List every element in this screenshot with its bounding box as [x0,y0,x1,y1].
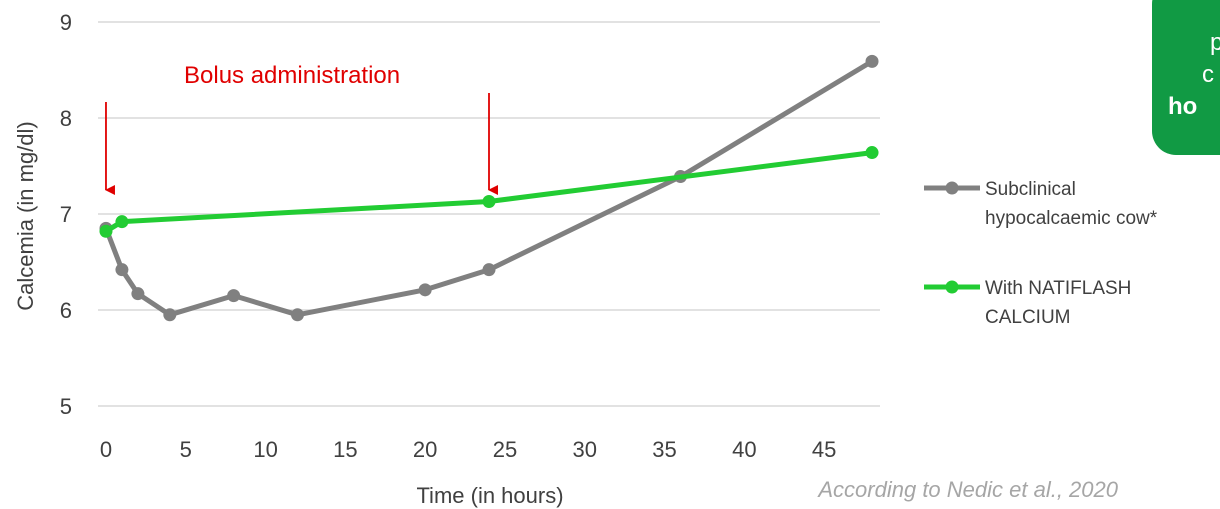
y-tick-label: 9 [60,10,72,35]
x-tick-label: 30 [573,437,597,462]
series-line [103,59,874,318]
x-tick-label: 15 [333,437,357,462]
x-tick-labels: 0 5 10 15 20 25 30 35 40 45 [100,437,837,462]
x-tick-label: 35 [652,437,676,462]
y-tick-label: 8 [60,106,72,131]
side-box-line-2: c [1202,61,1214,88]
data-point [290,308,304,322]
legend-label: CALCIUM [985,307,1071,328]
data-point [99,224,113,238]
data-point [418,283,432,297]
series-natiflash [99,146,879,238]
legend: Subclinical hypocalcaemic cow* With NATIFL… [924,179,1158,328]
x-tick-label: 40 [732,437,756,462]
data-point [865,146,879,160]
series-line [104,150,873,234]
legend-swatch-marker [945,280,959,294]
data-point [865,54,879,68]
data-point [482,195,496,209]
y-tick-label: 7 [60,202,72,227]
data-point [227,289,241,303]
legend-label: hypocalcaemic cow* [985,208,1158,229]
source-note: According to Nedic et al., 2020 [816,477,1118,502]
y-tick-labels: 5 6 7 8 9 [60,10,72,419]
x-tick-label: 10 [253,437,277,462]
x-tick-label: 5 [180,437,192,462]
bolus-annotation-label: Bolus administration [184,62,400,89]
x-tick-label: 0 [100,437,112,462]
data-point [163,308,177,322]
data-point [115,215,129,229]
data-point [115,263,129,277]
legend-label: Subclinical [985,179,1076,200]
side-callout-box: p c ho [1152,0,1220,155]
side-box-line-3: ho [1168,93,1198,120]
y-axis-title: Calcemia (in mg/dl) [13,121,38,311]
side-box-line-1: p [1210,29,1220,56]
x-tick-label: 45 [812,437,836,462]
series-subclinical [99,54,879,322]
data-point [131,287,145,301]
x-tick-label: 20 [413,437,437,462]
series-layer [99,54,879,322]
legend-swatch-marker [945,181,959,195]
x-axis-title: Time (in hours) [416,483,563,508]
y-tick-label: 6 [60,298,72,323]
y-tick-label: 5 [60,394,72,419]
data-point [482,263,496,277]
x-tick-label: 25 [493,437,517,462]
legend-label: With NATIFLASH [985,278,1131,299]
annotation-layer: Bolus administration [104,62,498,195]
